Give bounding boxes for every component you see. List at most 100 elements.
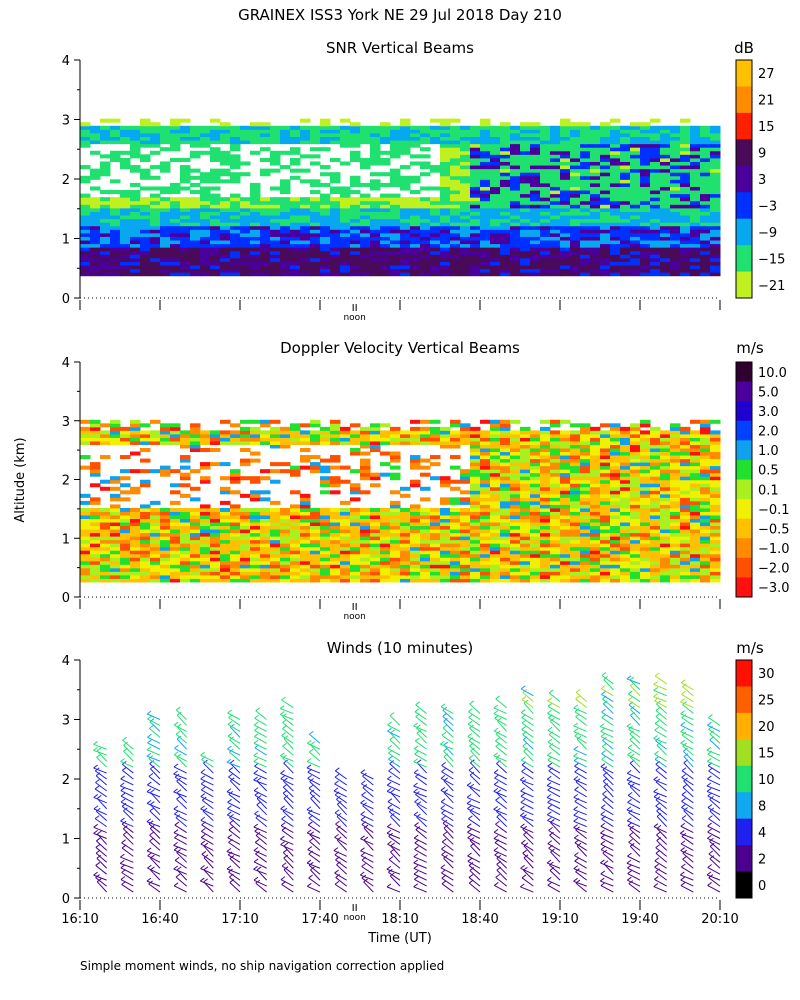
doppler-cell — [210, 437, 221, 442]
doppler-cell — [250, 557, 261, 562]
doppler-cell — [660, 532, 671, 537]
doppler-cell — [370, 571, 381, 576]
doppler-cell — [230, 539, 241, 544]
doppler-cell — [180, 539, 191, 544]
doppler-cell — [700, 536, 711, 541]
wind-barb-flag — [93, 823, 98, 828]
doppler-cell — [240, 571, 251, 576]
doppler-cell — [520, 543, 531, 548]
doppler-cell — [340, 550, 351, 555]
doppler-cell — [140, 564, 151, 569]
doppler-cell — [260, 550, 271, 555]
snr-cell — [250, 125, 261, 130]
doppler-cell — [230, 479, 241, 484]
snr-cell — [450, 204, 461, 209]
colorbar-label: 3 — [758, 173, 766, 188]
snr-cell — [330, 225, 341, 230]
doppler-cell — [520, 560, 531, 565]
wind-barb — [146, 880, 161, 887]
doppler-cell — [400, 567, 411, 572]
snr-cell — [700, 247, 711, 252]
snr-cell — [650, 250, 661, 255]
doppler-cell — [700, 539, 711, 544]
snr-cell — [620, 193, 631, 198]
snr-cell — [300, 125, 311, 130]
doppler-cell — [390, 451, 401, 456]
doppler-cell — [480, 550, 491, 555]
doppler-cell — [700, 553, 711, 558]
doppler-cell — [80, 571, 91, 576]
doppler-cell — [340, 426, 351, 431]
snr-cell — [480, 236, 491, 241]
snr-cell — [270, 186, 281, 191]
snr-cell — [460, 125, 471, 130]
snr-cell — [650, 175, 661, 180]
doppler-cell — [510, 504, 521, 509]
doppler-cell — [470, 440, 481, 445]
snr-cell — [650, 118, 661, 123]
doppler-cell — [310, 546, 321, 551]
doppler-cell — [450, 440, 461, 445]
doppler-cell — [210, 440, 221, 445]
snr-cell — [640, 186, 651, 191]
wind-barb-flag — [96, 854, 102, 859]
doppler-cell — [580, 539, 591, 544]
snr-cell — [290, 125, 301, 130]
doppler-cell — [710, 455, 721, 460]
doppler-cell — [510, 444, 521, 449]
snr-cell — [240, 204, 251, 209]
doppler-cell — [530, 430, 541, 435]
doppler-cell — [640, 497, 651, 502]
doppler-cell — [700, 440, 711, 445]
doppler-cell — [680, 514, 691, 519]
snr-cell — [320, 147, 331, 152]
doppler-cell — [520, 546, 531, 551]
snr-cell — [270, 254, 281, 259]
snr-cell — [580, 172, 591, 177]
snr-cell — [270, 236, 281, 241]
snr-cell — [650, 165, 661, 170]
doppler-cell — [490, 433, 501, 438]
snr-cell — [80, 207, 91, 212]
snr-cell — [660, 172, 671, 177]
doppler-cell — [330, 479, 341, 484]
doppler-cell — [660, 525, 671, 530]
snr-cell — [180, 215, 191, 220]
snr-cell — [450, 175, 461, 180]
snr-cell — [610, 132, 621, 137]
doppler-cell — [660, 500, 671, 505]
doppler-cell — [540, 426, 551, 431]
doppler-cell — [640, 423, 651, 428]
doppler-cell — [140, 550, 151, 555]
snr-cell — [220, 225, 231, 230]
snr-cell — [650, 268, 661, 273]
doppler-cell — [570, 553, 581, 558]
doppler-cell — [360, 571, 371, 576]
snr-cell — [170, 225, 181, 230]
snr-cell — [130, 204, 141, 209]
snr-cell — [200, 143, 211, 148]
snr-cell — [250, 218, 261, 223]
snr-cell — [580, 161, 591, 166]
snr-cell — [710, 165, 721, 170]
snr-cell — [640, 179, 651, 184]
doppler-cell — [290, 578, 301, 583]
snr-cell — [430, 165, 441, 170]
snr-cell — [380, 215, 391, 220]
wind-barb — [93, 767, 107, 774]
doppler-cell — [600, 451, 611, 456]
doppler-cell — [140, 518, 151, 523]
doppler-cell — [100, 514, 111, 519]
snr-cell — [410, 254, 421, 259]
snr-cell — [380, 172, 391, 177]
doppler-cell — [290, 518, 301, 523]
snr-cell — [100, 125, 111, 130]
snr-cell — [680, 129, 691, 134]
doppler-cell — [410, 465, 421, 470]
snr-cell — [480, 211, 491, 216]
snr-cell — [560, 215, 571, 220]
snr-cell — [530, 229, 541, 234]
snr-cell — [320, 165, 331, 170]
snr-cell — [200, 172, 211, 177]
snr-cell — [510, 193, 521, 198]
